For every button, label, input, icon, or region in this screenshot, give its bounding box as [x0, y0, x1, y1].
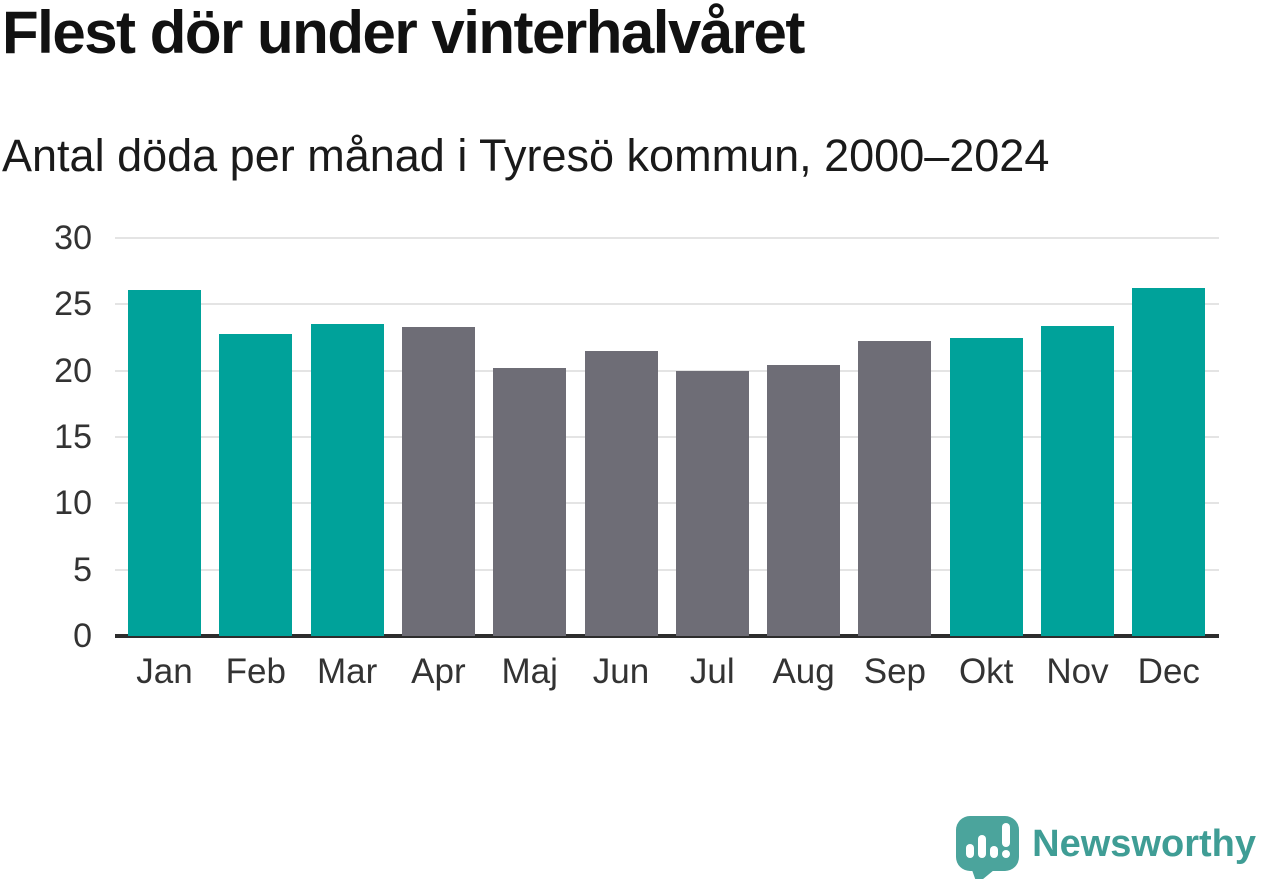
bar-Nov — [1041, 325, 1114, 636]
bar-Aug — [767, 365, 841, 636]
bar-Apr — [401, 326, 475, 636]
logo-bar-2 — [978, 835, 987, 858]
x-axis-tick-label-Nov: Nov — [1046, 652, 1109, 691]
gridline-15 — [115, 436, 1219, 438]
logo-exclamation-dot — [1002, 850, 1011, 858]
bar-Mar — [310, 324, 384, 636]
x-axis-tick-label-Jun: Jun — [592, 652, 650, 691]
x-axis-line — [115, 634, 1219, 638]
bar-Maj — [493, 368, 567, 636]
x-axis-tick-label-Maj: Maj — [501, 652, 558, 691]
x-axis-tick-label-Jul: Jul — [689, 652, 735, 691]
branding: Newsworthy — [956, 816, 1256, 879]
gridline-5 — [115, 568, 1219, 571]
bar-Jul — [675, 370, 749, 636]
gridline-25 — [115, 303, 1219, 306]
y-axis-tick-label-25: 25 — [54, 285, 92, 324]
y-axis-tick-label-10: 10 — [54, 484, 92, 523]
x-axis-tick-label-Jan: Jan — [136, 652, 193, 691]
branding-name: Newsworthy — [1032, 822, 1256, 865]
chart-title: Flest dör under vinterhalvåret — [2, 0, 805, 66]
bar-chart-plot: 0 5 10 15 20 25 30 — [0, 221, 1262, 653]
chart-subtitle: Antal döda per månad i Tyresö kommun, 20… — [2, 130, 1050, 181]
gridline-10 — [115, 502, 1219, 505]
y-axis-tick-label-5: 5 — [73, 550, 92, 589]
x-axis-tick-label-Apr: Apr — [411, 652, 466, 691]
x-axis-tick-label-Aug: Aug — [772, 652, 835, 691]
gridline-30 — [115, 237, 1219, 239]
logo-bar-1 — [966, 844, 975, 858]
bar-Sep — [858, 341, 932, 636]
bar-Jan — [128, 289, 201, 636]
bar-Jun — [584, 350, 658, 636]
x-axis-tick-label-Mar: Mar — [316, 652, 378, 691]
x-axis-tick-label-Feb: Feb — [225, 652, 286, 691]
bar-Feb — [219, 333, 293, 636]
x-axis-tick-label-Sep: Sep — [863, 652, 927, 691]
y-axis-tick-label-0: 0 — [73, 617, 92, 655]
y-axis-tick-label-20: 20 — [54, 351, 92, 390]
logo-exclamation-bar — [1002, 823, 1011, 847]
y-axis-tick-label-30: 30 — [54, 219, 92, 257]
x-axis-tick-label-Dec: Dec — [1137, 652, 1200, 691]
newsworthy-logo-icon — [956, 816, 1020, 879]
x-axis-tick-label-Okt: Okt — [958, 652, 1014, 691]
logo-bar-3 — [990, 846, 999, 858]
y-axis-tick-label-15: 15 — [54, 418, 92, 456]
bar-Okt — [949, 337, 1023, 636]
gridline-20 — [115, 369, 1219, 372]
bar-Dec — [1132, 288, 1206, 636]
